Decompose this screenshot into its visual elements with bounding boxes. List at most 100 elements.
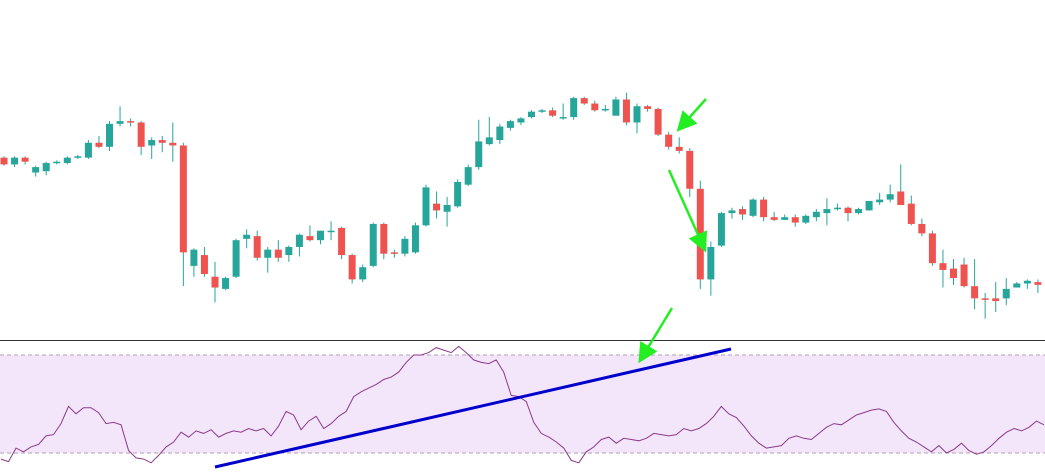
candle-body	[243, 234, 251, 239]
candle-body	[200, 255, 208, 274]
candle-body	[496, 126, 504, 141]
candle	[844, 206, 852, 222]
candle-body	[1023, 280, 1031, 284]
candle-body	[95, 142, 103, 147]
candle	[11, 156, 19, 168]
candle-body	[728, 210, 736, 214]
candle-body	[570, 98, 578, 118]
annotation-arrow	[638, 307, 674, 364]
candle	[422, 184, 430, 227]
candle-body	[517, 118, 525, 123]
candle	[791, 214, 799, 227]
candle	[886, 184, 894, 203]
candle-body	[654, 108, 662, 135]
candle	[0, 156, 8, 166]
candle	[211, 261, 219, 303]
candle	[496, 123, 504, 145]
overbought-oversold-band	[0, 355, 1045, 453]
candle	[1023, 279, 1031, 289]
candle	[823, 198, 831, 226]
candle-body	[939, 263, 947, 270]
candle-body	[401, 238, 409, 254]
candle-body	[538, 110, 546, 112]
candle-body	[928, 233, 936, 264]
candle	[876, 192, 884, 205]
candle-body	[106, 123, 113, 147]
candle	[559, 103, 567, 120]
candle	[591, 100, 599, 112]
trendline	[214, 347, 732, 469]
candle-body	[464, 167, 472, 185]
candle	[317, 230, 324, 245]
candle-body	[770, 217, 778, 220]
annotations	[214, 98, 732, 469]
candle-body	[158, 140, 166, 143]
candle-body	[253, 236, 261, 258]
candle-body	[295, 234, 303, 247]
candle	[770, 211, 778, 222]
candle	[285, 245, 293, 262]
candle	[411, 222, 419, 254]
candle-body	[665, 134, 673, 147]
candle	[158, 136, 166, 153]
candle-body	[622, 99, 630, 123]
oscillator-line	[0, 345, 1045, 464]
candle	[485, 117, 493, 146]
candle-body	[612, 99, 620, 116]
candle-body	[348, 255, 356, 280]
candle-body	[781, 217, 789, 220]
candle-body	[844, 207, 852, 214]
candle-body	[0, 157, 8, 165]
candle-body	[232, 240, 240, 277]
candle-body	[422, 187, 430, 226]
candle	[390, 249, 398, 258]
candle	[654, 107, 662, 136]
candle-body	[559, 117, 567, 119]
candle-body	[717, 213, 725, 246]
candle-body	[749, 199, 757, 216]
candle	[538, 108, 546, 113]
candle	[200, 246, 208, 277]
candle	[728, 207, 736, 219]
candle	[1034, 279, 1042, 293]
candle-body	[179, 145, 187, 253]
annotation-arrow	[676, 98, 707, 132]
candle-body	[454, 182, 462, 207]
candle	[21, 156, 29, 165]
candle-body	[1002, 288, 1010, 299]
candle-body	[21, 157, 29, 162]
candle	[950, 259, 957, 285]
candle	[243, 229, 251, 249]
candle	[939, 249, 947, 288]
candle	[63, 156, 71, 165]
candle-body	[1034, 282, 1042, 285]
candle-body	[74, 156, 82, 158]
candle	[169, 122, 177, 162]
candle-body	[116, 121, 124, 124]
candle	[855, 207, 863, 215]
candle	[528, 110, 535, 119]
candle	[633, 103, 641, 134]
candle	[222, 276, 230, 291]
candle-body	[981, 298, 989, 300]
candle	[907, 195, 915, 226]
candle-body	[306, 236, 314, 241]
candle-body	[338, 228, 346, 256]
candle-body	[63, 157, 71, 164]
candle	[506, 119, 514, 131]
candle-body	[390, 252, 398, 254]
candle	[53, 160, 61, 165]
candle	[601, 104, 609, 112]
candle	[802, 214, 810, 224]
candle-body	[506, 121, 514, 128]
candle	[675, 137, 683, 154]
candle	[179, 142, 187, 287]
candle	[622, 92, 630, 126]
candle-body	[686, 150, 694, 189]
candle-body	[950, 268, 957, 279]
candle-body	[53, 161, 61, 164]
candle	[707, 241, 715, 296]
candle	[84, 140, 92, 159]
candle	[865, 200, 873, 211]
